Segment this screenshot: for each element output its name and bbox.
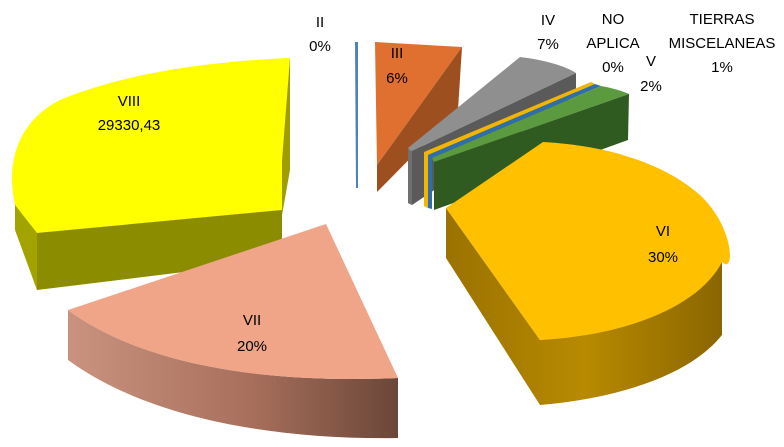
label-v-value: 2% [640,78,662,95]
label-no-aplica-value: 0% [602,59,624,76]
label-vi-value: 30% [648,249,678,266]
label-iv-name: IV [541,12,555,29]
slice-vii-side [68,310,398,439]
label-tierras-value: 1% [711,59,733,76]
slice-viii-edge [282,58,290,215]
label-tierras-name-2: MISCELANEAS [669,35,776,52]
slice-iii [375,42,462,192]
slice-vii-top [68,224,398,379]
label-viii-name: VIII [118,93,141,110]
label-no-aplica-name-1: NO [602,11,625,28]
label-ii-name: II [316,14,324,31]
slice-vii [68,224,398,439]
slice-iv-top [408,57,576,152]
label-iii-name: III [391,45,404,62]
label-tierras-name-1: TIERRAS [689,11,754,28]
slice-viii-front [37,165,282,290]
data-labels: II 0% III 6% IV 7% NO APLICA 0% V 2% TIE… [98,11,776,355]
slice-iii-top [375,42,462,165]
label-vii-name: VII [243,312,261,329]
slice-vi-top [446,142,730,340]
label-vii-value: 20% [237,338,267,355]
slice-viii [12,58,290,290]
slice-ii [355,42,358,188]
label-viii-value: 29330,43 [98,117,161,134]
label-iv-value: 7% [537,36,559,53]
slice-iii-side [377,47,462,192]
slice-vi-side [446,208,722,405]
slice-v-top [432,86,629,162]
slice-viii-side-left [15,205,37,290]
label-ii-value: 0% [309,38,331,55]
label-no-aplica-name-2: APLICA [586,35,639,52]
slice-vi [446,142,730,405]
label-iii-value: 6% [386,70,408,87]
slice-ii-shape [355,42,358,188]
slice-iv-front [408,148,412,205]
label-v-name: V [646,53,656,70]
slice-viii-top [12,58,290,233]
label-vi-name: VI [656,223,670,240]
